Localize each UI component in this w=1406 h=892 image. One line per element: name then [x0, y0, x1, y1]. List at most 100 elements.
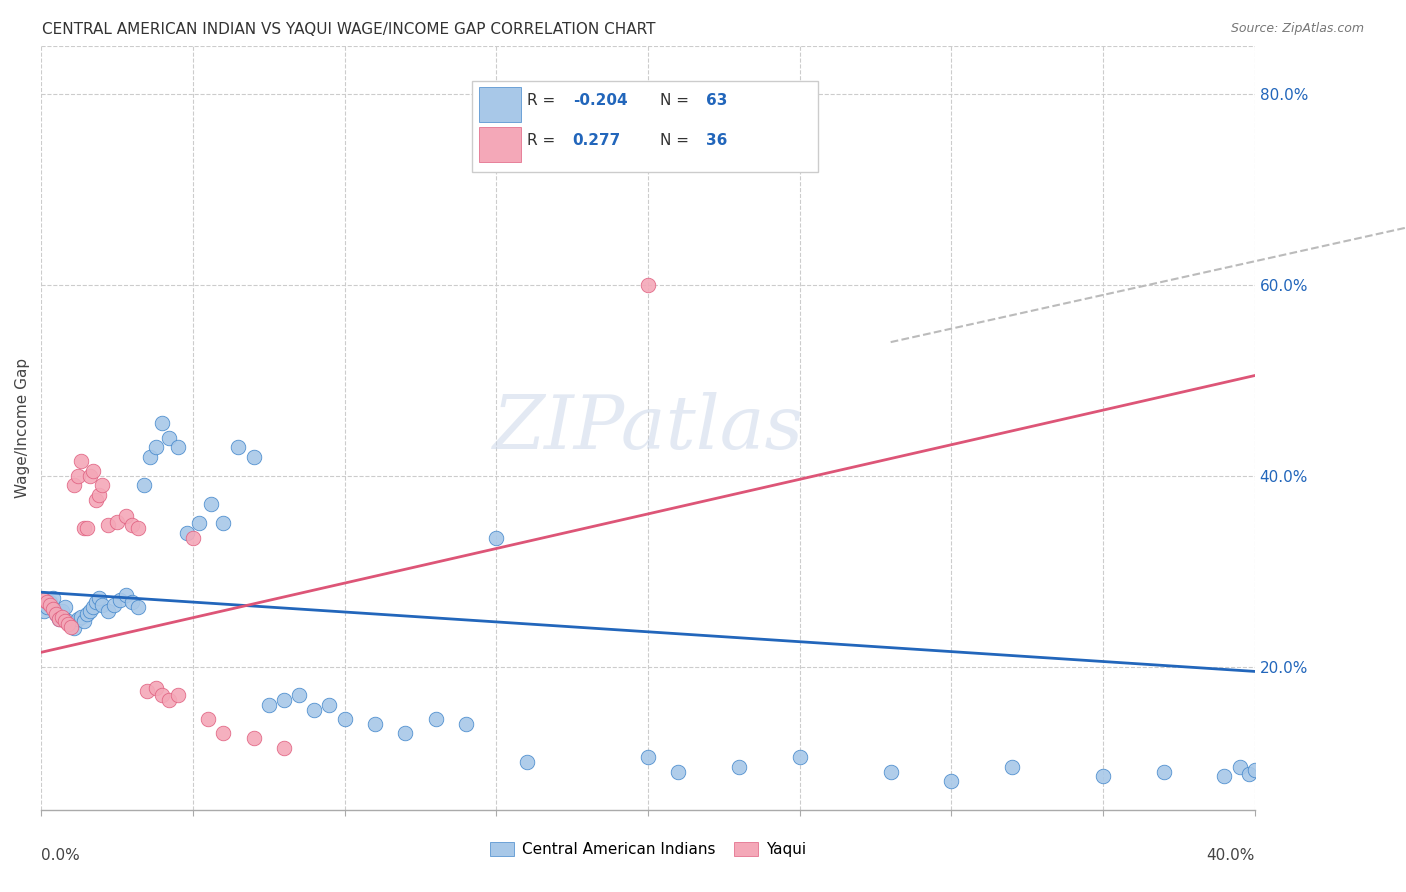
Y-axis label: Wage/Income Gap: Wage/Income Gap — [15, 358, 30, 498]
Point — [37, 600, 59, 615]
Point — [136, 683, 159, 698]
Point — [242, 731, 264, 746]
Point — [485, 531, 508, 545]
Point — [1243, 763, 1265, 777]
Point — [42, 602, 65, 616]
Point — [69, 454, 91, 468]
Text: Source: ZipAtlas.com: Source: ZipAtlas.com — [1230, 22, 1364, 36]
Point — [37, 595, 59, 609]
Point — [145, 681, 167, 695]
Point — [58, 614, 80, 628]
Point — [425, 712, 447, 726]
Point — [1213, 769, 1236, 783]
Point — [63, 478, 86, 492]
Point — [55, 614, 77, 628]
Point — [115, 588, 138, 602]
Text: 40.0%: 40.0% — [1206, 848, 1254, 863]
Point — [32, 604, 55, 618]
Point — [121, 518, 143, 533]
Point — [121, 595, 143, 609]
Point — [176, 526, 198, 541]
Point — [637, 750, 659, 764]
Point — [1153, 764, 1175, 779]
Point — [108, 592, 131, 607]
Text: 63: 63 — [706, 93, 727, 108]
Point — [516, 755, 538, 769]
Point — [60, 616, 83, 631]
FancyBboxPatch shape — [479, 128, 520, 162]
Point — [789, 750, 811, 764]
Point — [200, 497, 222, 511]
Point — [87, 488, 110, 502]
Point — [90, 598, 112, 612]
Point — [84, 595, 107, 609]
Point — [152, 416, 174, 430]
FancyBboxPatch shape — [479, 87, 520, 122]
Text: N =: N = — [659, 93, 695, 108]
Point — [76, 521, 98, 535]
Point — [79, 468, 101, 483]
Point — [60, 619, 83, 633]
Point — [69, 610, 91, 624]
Point — [157, 431, 180, 445]
Point — [97, 518, 120, 533]
Point — [42, 591, 65, 605]
Point — [302, 703, 325, 717]
FancyBboxPatch shape — [472, 80, 818, 172]
Point — [145, 440, 167, 454]
Point — [97, 604, 120, 618]
Point — [45, 607, 67, 622]
Point — [105, 515, 128, 529]
Point — [288, 688, 311, 702]
Point — [728, 760, 751, 774]
Point — [32, 592, 55, 607]
Point — [82, 464, 104, 478]
Point — [1229, 760, 1251, 774]
Point — [66, 612, 89, 626]
Point — [157, 693, 180, 707]
Point — [152, 688, 174, 702]
Text: N =: N = — [659, 133, 695, 148]
Point — [637, 277, 659, 292]
Point — [454, 717, 477, 731]
Point — [181, 531, 204, 545]
Point — [257, 698, 280, 712]
Text: CENTRAL AMERICAN INDIAN VS YAQUI WAGE/INCOME GAP CORRELATION CHART: CENTRAL AMERICAN INDIAN VS YAQUI WAGE/IN… — [42, 22, 655, 37]
Point — [39, 595, 62, 609]
Point — [166, 688, 188, 702]
Legend: Central American Indians, Yaqui: Central American Indians, Yaqui — [484, 836, 813, 863]
Point — [55, 600, 77, 615]
Point — [127, 600, 149, 615]
Point — [134, 478, 156, 492]
Point — [1092, 769, 1115, 783]
Point — [1237, 766, 1260, 780]
Point — [115, 508, 138, 523]
Point — [45, 607, 67, 622]
Point — [48, 612, 70, 626]
Point — [187, 516, 209, 531]
Point — [228, 440, 250, 454]
Text: 0.0%: 0.0% — [41, 848, 80, 863]
Point — [212, 516, 235, 531]
Point — [66, 468, 89, 483]
Text: ZIPatlas: ZIPatlas — [492, 392, 803, 464]
Point — [364, 717, 387, 731]
Point — [273, 740, 295, 755]
Point — [72, 614, 94, 628]
Point — [212, 726, 235, 740]
Point — [394, 726, 416, 740]
Point — [1001, 760, 1024, 774]
Point — [166, 440, 188, 454]
Point — [76, 607, 98, 622]
Point — [84, 492, 107, 507]
Point — [39, 598, 62, 612]
Point — [197, 712, 219, 726]
Point — [51, 610, 73, 624]
Point — [79, 604, 101, 618]
Text: -0.204: -0.204 — [572, 93, 627, 108]
Point — [51, 604, 73, 618]
Point — [273, 693, 295, 707]
Text: R =: R = — [527, 93, 560, 108]
Point — [127, 521, 149, 535]
Point — [879, 764, 901, 779]
